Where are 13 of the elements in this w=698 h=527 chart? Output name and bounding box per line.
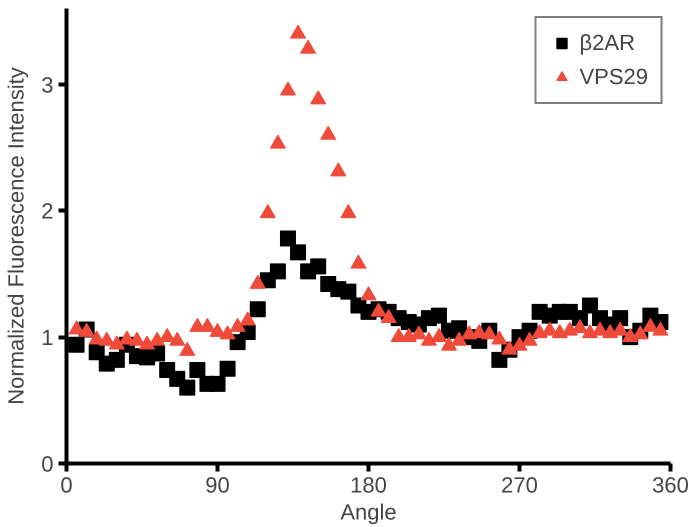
legend-label: VPS29 <box>580 64 648 90</box>
y-axis-title: Normalized Fluorescence Intensity <box>3 67 28 405</box>
y-tick-label: 3 <box>41 72 54 98</box>
y-tick-label: 2 <box>41 198 54 224</box>
x-axis-title: Angle <box>340 500 397 524</box>
y-tick-label: 1 <box>41 325 54 350</box>
x-tick-label: 360 <box>652 472 689 498</box>
x-tick-label: 270 <box>501 472 538 498</box>
x-tick-label: 90 <box>205 472 230 498</box>
x-tick-label: 180 <box>350 472 387 498</box>
x-tick-label: 0 <box>60 472 73 498</box>
y-tick-label: 0 <box>41 452 54 476</box>
legend-label: β2AR <box>580 30 635 56</box>
